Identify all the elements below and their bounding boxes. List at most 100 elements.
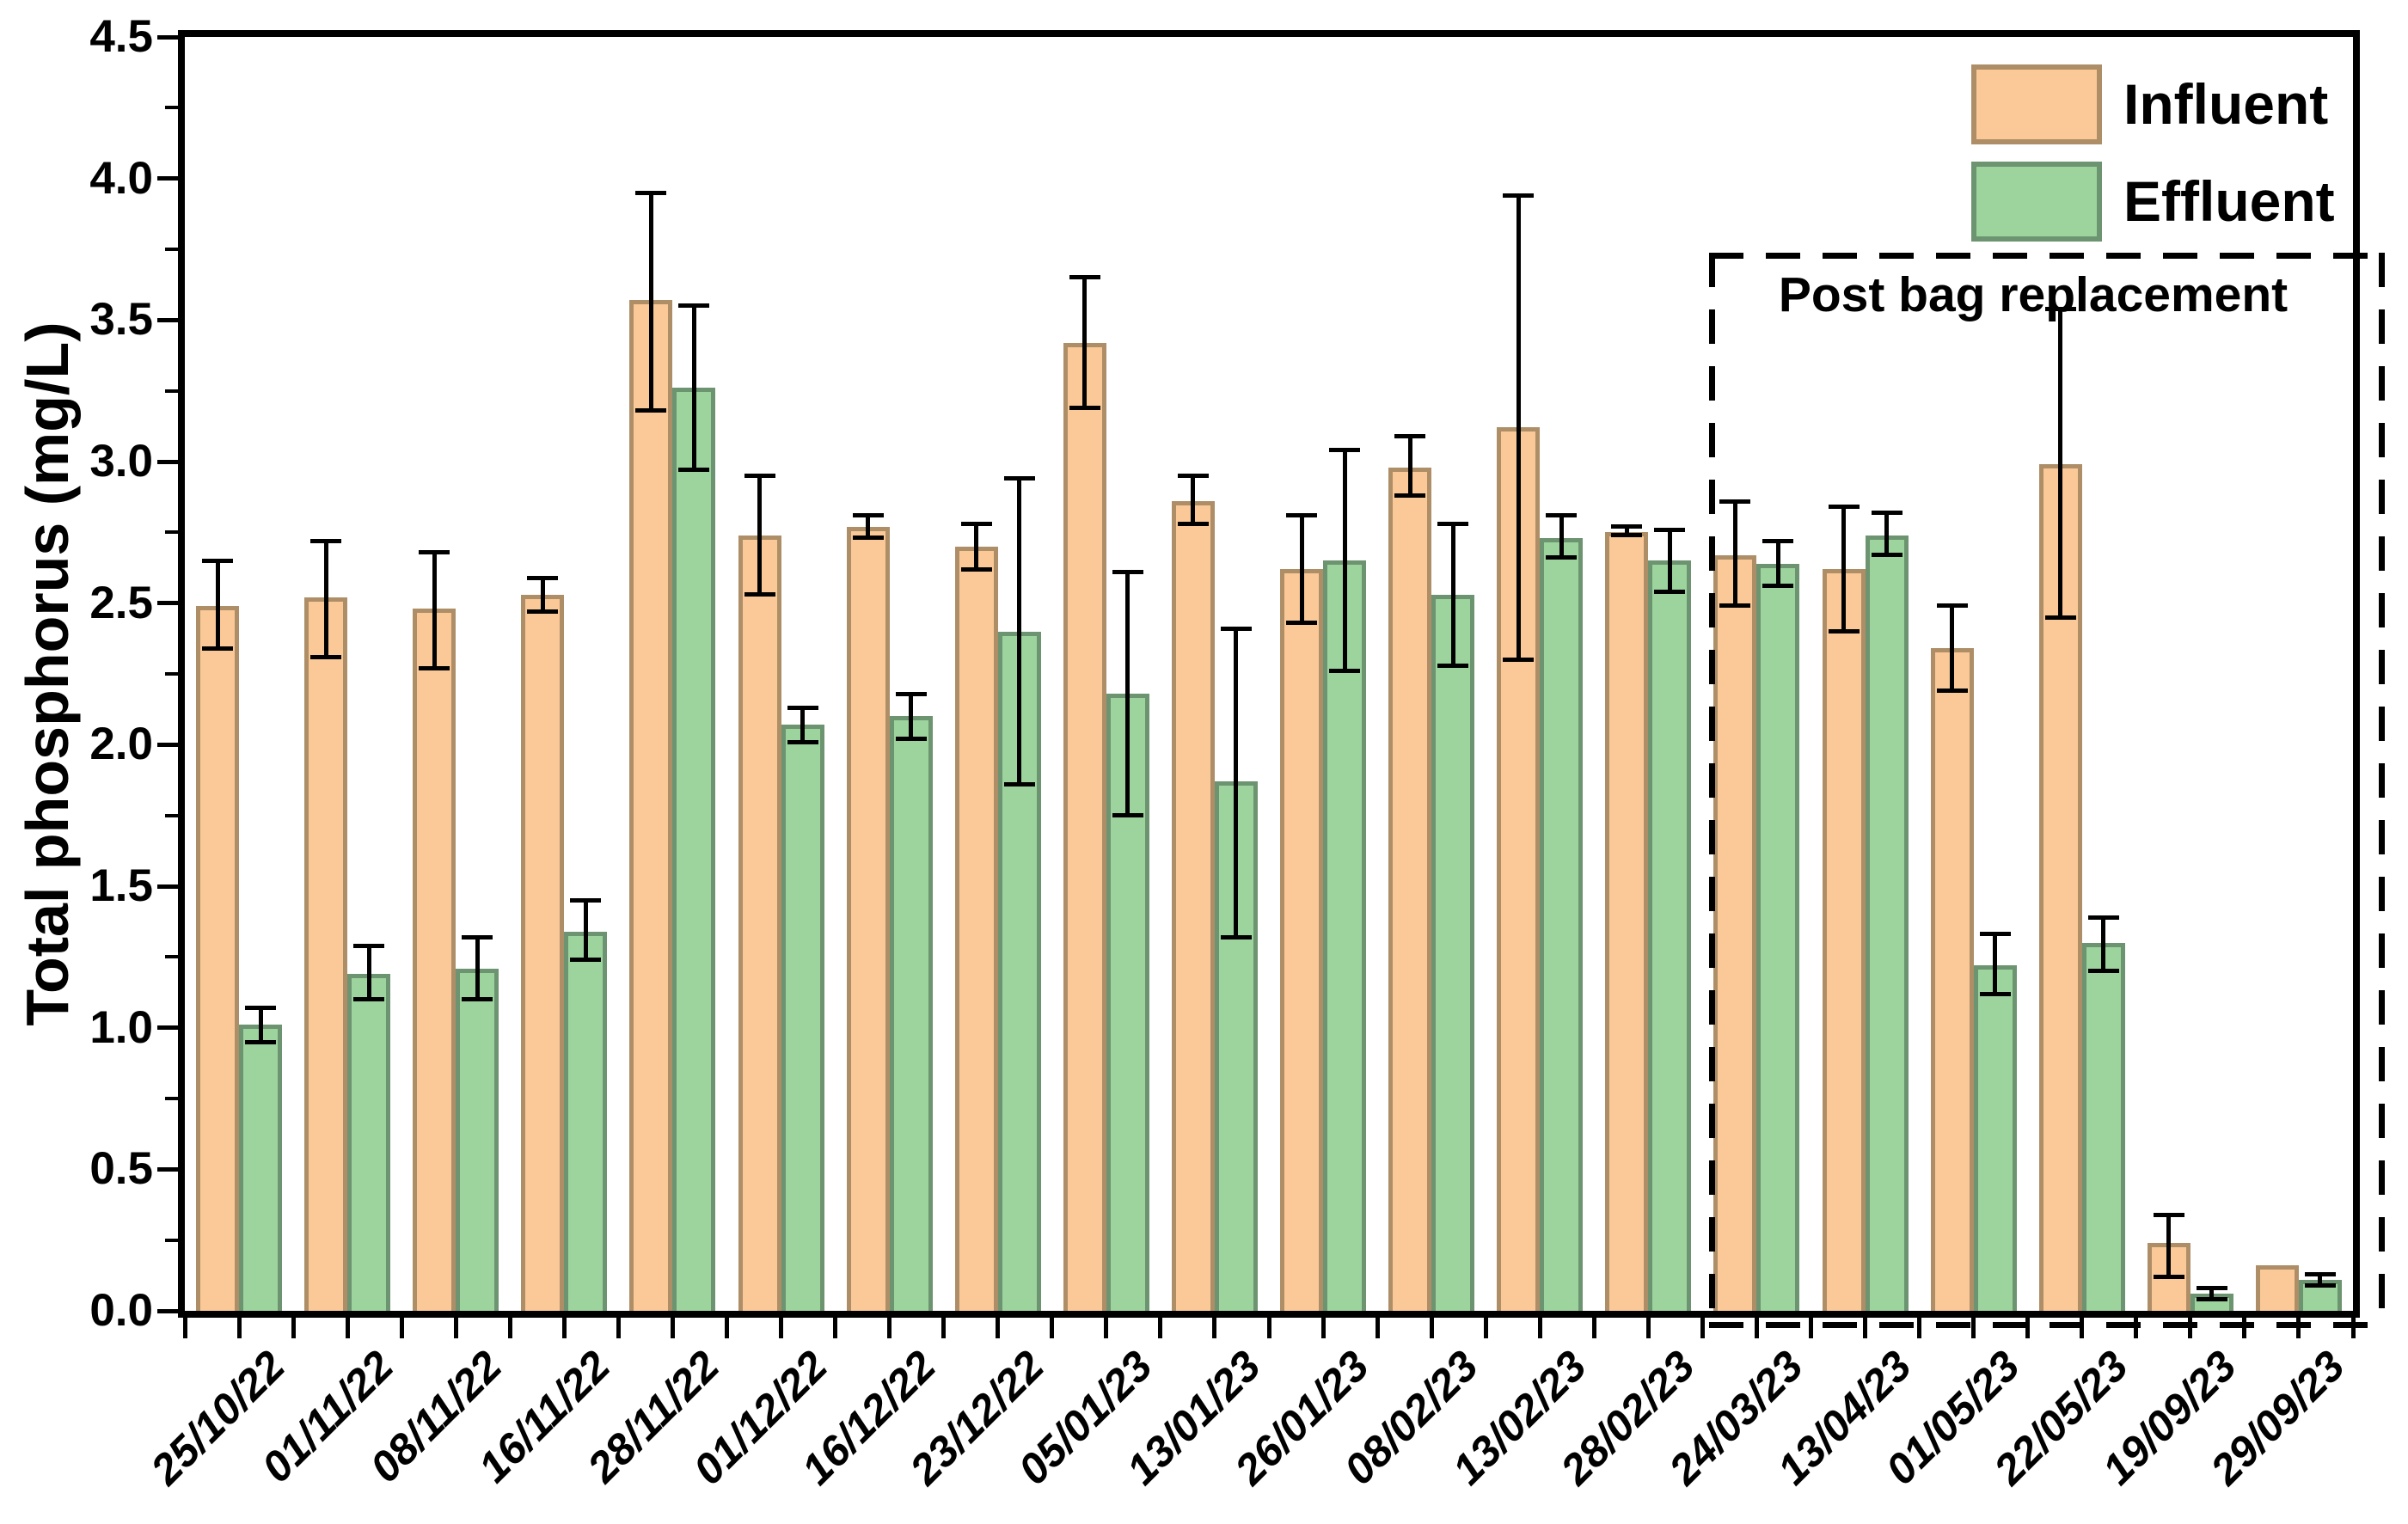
- influent-bar: [2255, 1265, 2299, 1311]
- y-minor-tick: [165, 1238, 178, 1242]
- error-bar-cap-top: [635, 190, 667, 195]
- error-bar-cap-top: [570, 897, 602, 903]
- error-bar-line: [648, 193, 653, 411]
- error-bar-line: [1516, 195, 1521, 660]
- x-tick: [1809, 1318, 1813, 1338]
- error-bar-cap-bottom: [1112, 813, 1143, 818]
- y-tick-label: 4.5: [89, 11, 153, 62]
- error-bar-cap-top: [2196, 1286, 2227, 1291]
- y-major-tick: [157, 742, 178, 747]
- x-tick: [1158, 1318, 1163, 1338]
- x-tick: [725, 1318, 729, 1338]
- error-bar-cap-top: [462, 934, 493, 939]
- effluent-bar: [1214, 781, 1258, 1311]
- error-bar-cap-bottom: [1546, 555, 1578, 560]
- error-bar-cap-bottom: [960, 566, 992, 572]
- effluent-bar: [2081, 942, 2125, 1311]
- x-tick: [2296, 1318, 2301, 1338]
- error-bar-cap-bottom: [852, 536, 884, 541]
- error-bar-line: [909, 694, 914, 739]
- error-bar-cap-top: [895, 691, 927, 696]
- error-bar-cap-bottom: [678, 468, 710, 473]
- y-major-tick: [157, 459, 178, 464]
- effluent-bar: [1540, 537, 1584, 1311]
- y-major-tick: [157, 601, 178, 606]
- error-bar-cap-bottom: [419, 665, 450, 670]
- x-tick: [1917, 1318, 1922, 1338]
- error-bar-line: [1191, 475, 1196, 524]
- x-tick: [1863, 1318, 1868, 1338]
- error-bar-line: [475, 937, 480, 1000]
- y-tick-label: 3.5: [89, 294, 153, 346]
- error-bar-line: [1775, 541, 1780, 586]
- influent-bar: [413, 609, 456, 1311]
- error-bar-cap-top: [744, 473, 775, 478]
- influent-bar: [846, 526, 890, 1311]
- effluent-bar: [1323, 560, 1367, 1311]
- effluent-bar: [564, 931, 608, 1311]
- error-bar-cap-top: [787, 706, 818, 711]
- post-bag-box-bottom: [1709, 1322, 2385, 1328]
- effluent-bar: [239, 1025, 283, 1311]
- error-bar-cap-bottom: [787, 739, 818, 744]
- influent-bar: [1822, 569, 1866, 1311]
- y-minor-tick: [165, 672, 178, 676]
- error-bar-cap-top: [1762, 538, 1794, 543]
- error-bar-cap-top: [1069, 275, 1100, 280]
- error-bar-line: [1884, 512, 1890, 555]
- influent-bar: [1930, 648, 1974, 1311]
- error-bar-cap-bottom: [1828, 629, 1860, 634]
- error-bar-cap-bottom: [353, 997, 385, 1002]
- x-tick: [2080, 1318, 2085, 1338]
- y-tick-label: 2.0: [89, 719, 153, 770]
- error-bar-cap-bottom: [1286, 621, 1318, 626]
- y-major-tick: [157, 317, 178, 322]
- effluent-bar: [1431, 594, 1475, 1311]
- influent-bar: [1280, 569, 1324, 1311]
- x-tick: [1483, 1318, 1488, 1338]
- error-bar-line: [2058, 309, 2063, 618]
- influent-bar: [521, 594, 565, 1311]
- error-bar-line: [1234, 628, 1239, 938]
- error-bar-line: [1624, 526, 1629, 536]
- error-bar-cap-top: [1871, 510, 1903, 515]
- error-bar-cap-bottom: [744, 592, 775, 597]
- error-bar-cap-top: [1828, 505, 1860, 510]
- y-tick-label: 1.5: [89, 860, 153, 911]
- error-bar-cap-top: [245, 1006, 277, 1011]
- x-tick: [561, 1318, 567, 1338]
- x-tick: [1266, 1318, 1271, 1338]
- y-major-tick: [157, 1308, 178, 1313]
- y-tick-label: 1.0: [89, 1001, 153, 1053]
- error-bar-cap-bottom: [527, 609, 559, 615]
- effluent-bar: [456, 968, 499, 1311]
- error-bar-line: [2101, 917, 2106, 971]
- error-bar-cap-bottom: [895, 737, 927, 742]
- error-bar-cap-top: [2153, 1212, 2184, 1217]
- post-bag-replacement-label: Post bag replacement: [1778, 267, 2289, 322]
- error-bar-cap-bottom: [310, 654, 342, 659]
- error-bar-cap-bottom: [635, 408, 667, 413]
- error-bar-line: [258, 1007, 263, 1043]
- influent-bar: [1713, 554, 1757, 1311]
- y-minor-tick: [165, 1097, 178, 1100]
- y-tick-label: 4.0: [89, 152, 153, 204]
- effluent-bar: [1865, 535, 1909, 1311]
- error-bar-cap-bottom: [462, 997, 493, 1002]
- error-bar-cap-top: [1003, 476, 1035, 481]
- legend-label-influent: Influent: [2123, 72, 2329, 136]
- error-bar-cap-top: [1503, 193, 1535, 198]
- legend-swatch-effluent: [1971, 162, 2102, 242]
- influent-bar: [1171, 501, 1215, 1311]
- error-bar-cap-bottom: [1394, 493, 1426, 499]
- error-bar-cap-bottom: [1654, 589, 1686, 594]
- error-bar-cap-bottom: [1503, 658, 1535, 663]
- error-bar-line: [366, 946, 371, 1000]
- x-tick: [291, 1318, 296, 1338]
- influent-bar: [738, 535, 781, 1311]
- error-bar-cap-top: [1437, 521, 1469, 526]
- x-tick: [1645, 1318, 1651, 1338]
- error-bar-cap-bottom: [245, 1039, 277, 1044]
- error-bar-line: [1993, 933, 1998, 995]
